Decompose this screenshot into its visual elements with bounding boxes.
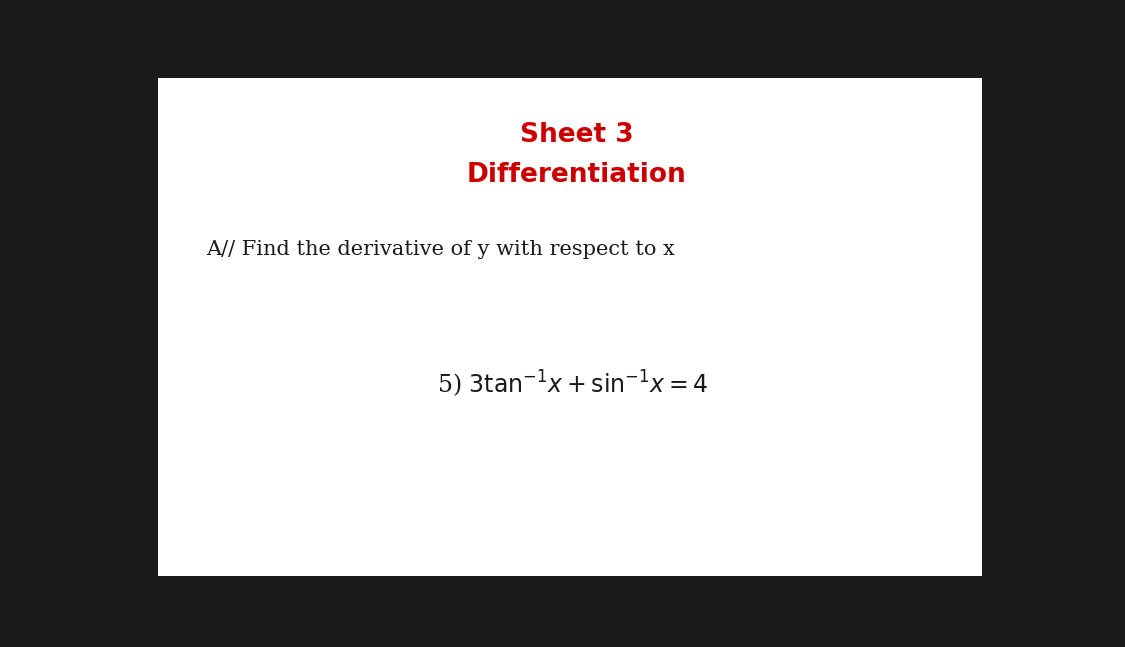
Text: A// Find the derivative of y with respect to x: A// Find the derivative of y with respec… <box>206 240 675 259</box>
Text: 5) $3\tan^{-1}\!x + \sin^{-1}\!x = 4$: 5) $3\tan^{-1}\!x + \sin^{-1}\!x = 4$ <box>436 369 709 399</box>
Text: Differentiation: Differentiation <box>467 162 686 188</box>
Text: Sheet 3: Sheet 3 <box>520 122 633 148</box>
